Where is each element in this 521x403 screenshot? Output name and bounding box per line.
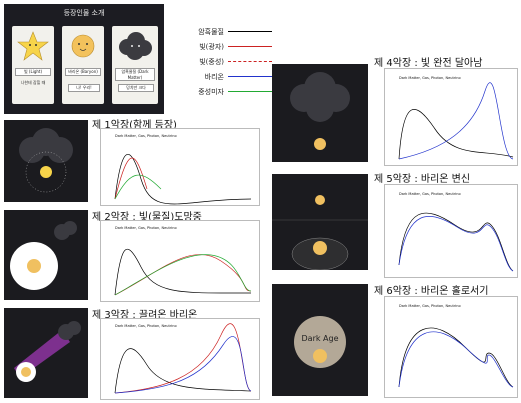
act6-graph-svg: Dark Matter, Gas, Photon, Neutrino	[398, 304, 514, 388]
act6-illustration	[294, 316, 346, 368]
legend-label: 암흑물질	[198, 27, 224, 36]
legend-label: 바리온	[204, 72, 224, 81]
legend-row: 빛(중성)	[180, 54, 280, 69]
act2-title: 제 2악장 : 빛(물질)도망중	[92, 212, 202, 223]
graph-label: Dark Matter, Gas, Photon, Neutrino	[399, 304, 461, 308]
act4-stage	[272, 64, 368, 162]
act2-stage	[4, 210, 88, 300]
legend-row: 암흑물질	[180, 24, 280, 39]
graph-label: Dark Matter, Gas, Photon, Neutrino	[115, 134, 177, 138]
act3-title: 제 3악장 : 끌려온 바리온	[92, 310, 198, 321]
legend-label: 빛(광자)	[199, 42, 224, 51]
act5-stage	[272, 174, 368, 271]
act1-graph: Dark Matter, Gas, Photon, Neutrino	[100, 128, 260, 206]
act1-graph-svg: Dark Matter, Gas, Photon, Neutrino	[114, 134, 252, 205]
intro-title: 등장인물 소개	[63, 9, 105, 17]
legend-row: 빛(광자)	[180, 39, 280, 54]
graph-label: Dark Matter, Gas, Photon, Neutrino	[399, 192, 461, 196]
darkmatter-note: 덩치만 크다	[118, 84, 154, 92]
act3-graph: Dark Matter, Gas, Photon, Neutrino	[100, 318, 260, 400]
act4-title: 제 4악장 : 빛 완전 달아남	[374, 58, 483, 69]
baryon-card: 바리온 (Baryon) 나! 우리!	[62, 26, 104, 104]
act2-graph-svg: Dark Matter, Gas, Photon, Neutrino	[114, 226, 252, 296]
act4-illustration	[290, 72, 350, 150]
act5-title: 제 5악장 : 바리온 변신	[374, 174, 471, 185]
dark-age-label: Dark Age	[301, 334, 339, 343]
light-note: 나한테 잡힐 때	[20, 80, 46, 85]
act3-graph-svg: Dark Matter, Gas, Photon, Neutrino	[114, 323, 252, 394]
darkmatter-name: 암흑물질 (Dark Matter)	[115, 68, 155, 81]
act2-illustration	[10, 221, 77, 290]
act5-graph: Dark Matter, Gas, Photon, Neutrino	[384, 184, 518, 278]
act1-title: 제 1악장(함께 등장)	[92, 120, 177, 131]
intro-panel: 등장인물 소개 빛 (Light) 나한테 잡힐 때 바리온 (Baryon) …	[4, 4, 164, 114]
act5-graph-svg: Dark Matter, Gas, Photon, Neutrino	[398, 192, 514, 272]
act2-graph: Dark Matter, Gas, Photon, Neutrino	[100, 220, 260, 302]
light-name: 빛 (Light)	[15, 68, 51, 76]
act6-stage: Dark Age	[272, 284, 368, 396]
act6-title: 제 6악장 : 바리온 홀로서기	[374, 286, 489, 297]
act4-graph: Dark Matter, Gas, Photon, Neutrino	[384, 68, 518, 166]
light-card: 빛 (Light) 나한테 잡힐 때	[12, 26, 54, 104]
legend-line	[228, 76, 272, 77]
baryon-note: 나! 우리!	[68, 84, 100, 92]
legend-row: 중성미자	[180, 84, 280, 99]
act1-stage	[4, 120, 88, 202]
legend-line	[228, 31, 272, 32]
legend-label: 중성미자	[198, 87, 224, 96]
graph-label: Dark Matter, Gas, Photon, Neutrino	[115, 226, 177, 230]
graph-label: Dark Matter, Gas, Photon, Neutrino	[115, 324, 177, 328]
act5-illustration	[272, 195, 368, 271]
graph-label: Dark Matter, Gas, Photon, Neutrino	[399, 76, 461, 80]
legend-label: 빛(중성)	[199, 57, 224, 66]
act3-stage	[4, 308, 88, 398]
act3-illustration	[14, 321, 81, 382]
baryon-icon	[71, 34, 95, 58]
act6-graph: Dark Matter, Gas, Photon, Neutrino	[384, 296, 518, 398]
cloud-icon	[119, 32, 152, 60]
star-icon	[17, 31, 49, 61]
act4-graph-svg: Dark Matter, Gas, Photon, Neutrino	[398, 76, 514, 160]
act1-illustration	[19, 128, 73, 193]
legend-row: 바리온	[180, 69, 280, 84]
legend-line	[228, 46, 272, 47]
darkmatter-card: 암흑물질 (Dark Matter) 덩치만 크다	[112, 26, 158, 104]
legend: 암흑물질 빛(광자) 빛(중성) 바리온 중성미자	[180, 24, 280, 99]
baryon-name: 바리온 (Baryon)	[65, 68, 101, 76]
legend-line	[228, 61, 272, 62]
legend-line	[228, 91, 272, 92]
